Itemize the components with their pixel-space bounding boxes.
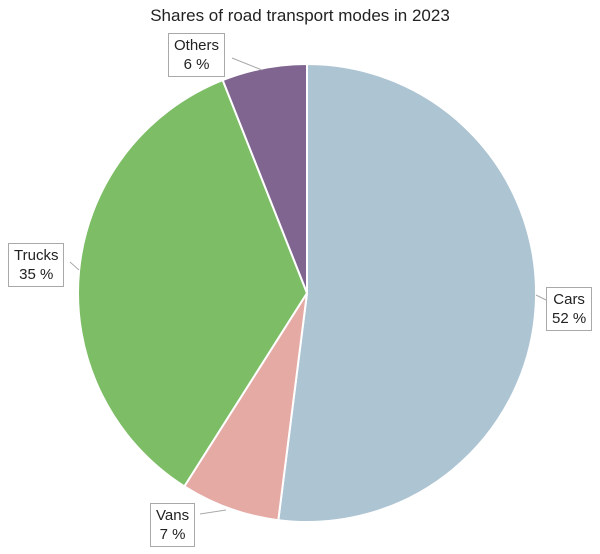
- pie-slice-cars: [277, 62, 538, 523]
- callout-trucks-value: 35 %: [19, 266, 54, 283]
- callout-others-label: Others: [174, 37, 220, 54]
- callout-others: Others 6 %: [168, 33, 226, 77]
- leader-line-cars: [535, 294, 547, 301]
- callout-vans-label: Vans: [156, 507, 190, 524]
- pie-slice-others: [221, 62, 308, 294]
- callout-vans-value: 7 %: [159, 526, 186, 543]
- callout-leaders: [69, 57, 547, 515]
- callout-cars: Cars 52 %: [546, 287, 593, 331]
- pie-slice-trucks: [77, 78, 309, 488]
- leader-line-others: [231, 57, 263, 71]
- leader-line-trucks: [69, 261, 80, 271]
- callout-cars-value: 52 %: [552, 310, 587, 327]
- callout-vans: Vans 7 %: [150, 503, 196, 547]
- callout-others-value: 6 %: [183, 56, 210, 73]
- leader-line-vans: [199, 509, 227, 515]
- callout-trucks-label: Trucks: [14, 247, 59, 264]
- callout-cars-label: Cars: [553, 291, 585, 308]
- callout-trucks: Trucks 35 %: [8, 243, 65, 287]
- chart-title: Shares of road transport modes in 2023: [150, 6, 450, 25]
- pie-slices: [77, 62, 538, 523]
